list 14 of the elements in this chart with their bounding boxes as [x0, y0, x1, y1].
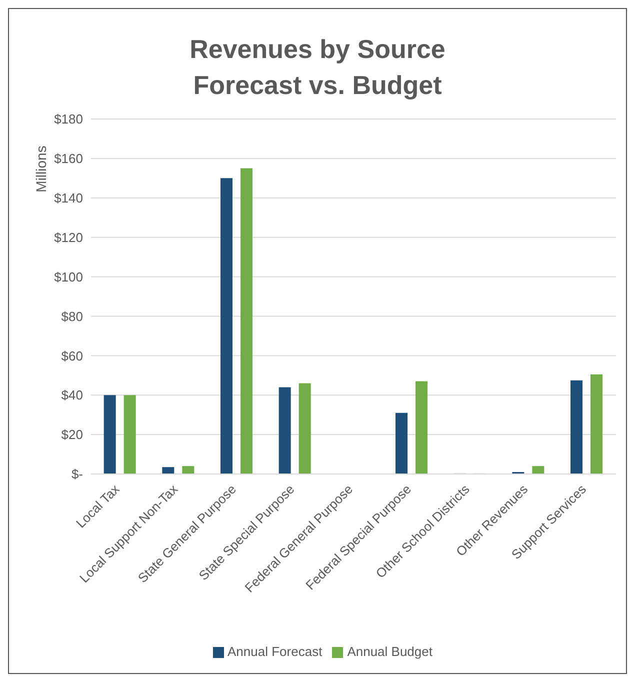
legend-label: Annual Budget: [347, 644, 432, 659]
y-tick-label: $180: [54, 112, 83, 127]
y-tick-label: $80: [61, 308, 83, 324]
y-tick-label: $120: [54, 230, 83, 245]
chart-title: Revenues by Source Forecast vs. Budget: [188, 33, 446, 102]
y-tick-label: $60: [61, 348, 83, 364]
y-tick-label: $160: [54, 151, 83, 166]
y-tick-label: $-: [71, 466, 83, 482]
y-axis-title: Millions: [33, 144, 50, 194]
y-tick-label: $100: [54, 269, 83, 284]
legend-label: Annual Forecast: [228, 644, 322, 659]
y-tick-label: $40: [61, 388, 83, 403]
y-tick-label: $140: [54, 190, 83, 206]
y-tick-label: $20: [61, 427, 83, 442]
